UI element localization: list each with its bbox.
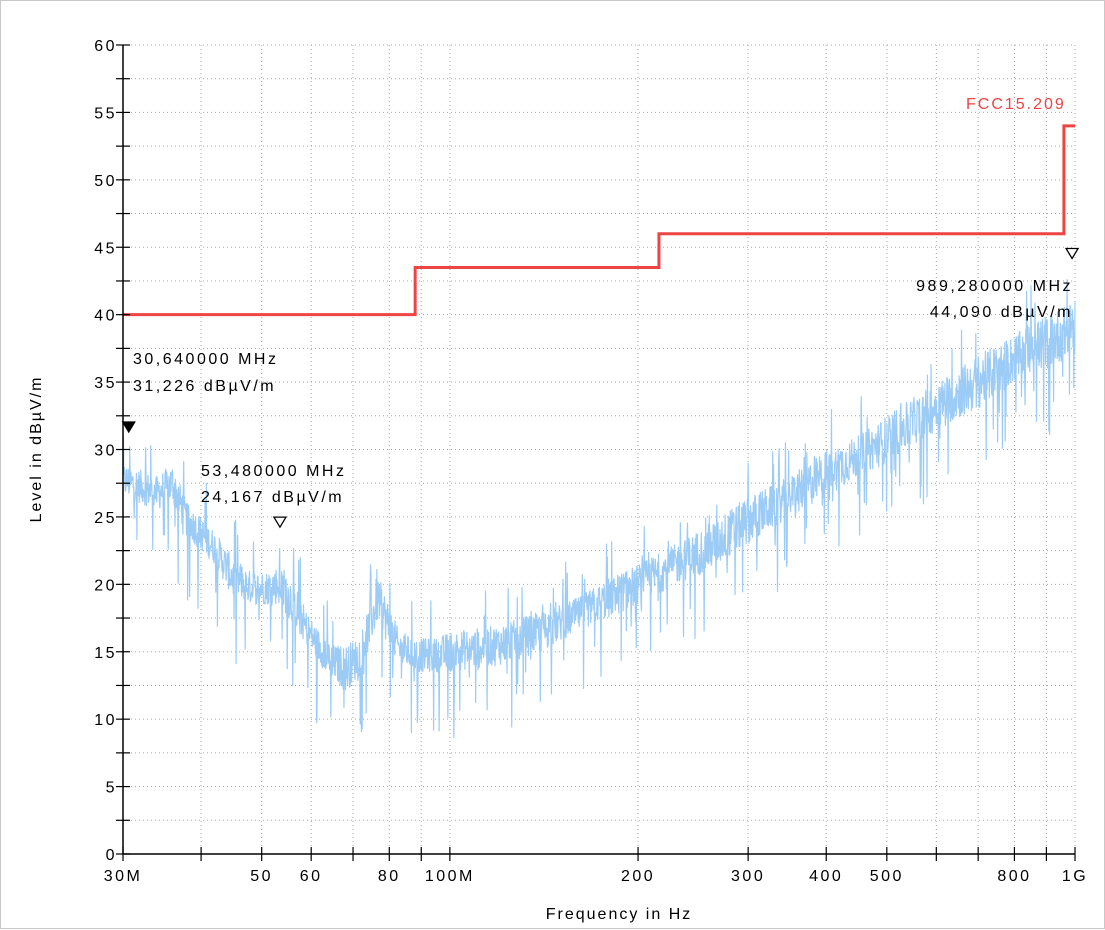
marker-frequency-label: 53,480000 MHz [201, 463, 346, 480]
limit-line: FCC15.209 [123, 96, 1075, 317]
marker: 53,480000 MHz 24,167 dBµV/m [201, 463, 346, 529]
grid [122, 44, 1076, 854]
y-tick-label: 10 [94, 712, 117, 729]
x-tick-label: 30M [104, 868, 143, 885]
y-tick-label: 55 [94, 105, 117, 122]
marker-level-label: 44,090 dBµV/m [930, 304, 1073, 321]
marker: 30,640000 MHz 31,226 dBµV/m [121, 351, 278, 434]
marker-triangle-icon [121, 421, 136, 434]
axes: 0 5 10 15 20 25 30 35 40 45 50 55 60 30M 50 60 80 100M 200… [94, 38, 1088, 885]
y-tick-label: 50 [94, 173, 117, 190]
y-tick-label: 25 [94, 510, 117, 527]
measurement-line [122, 279, 1076, 739]
x-tick-label: 50 [250, 868, 273, 885]
x-tick-label: 100M [425, 868, 475, 885]
markers: 30,640000 MHz 31,226 dBµV/m 53,480000 MHz 2… [121, 247, 1080, 529]
y-tick-label: 5 [106, 780, 117, 797]
marker-level-label: 31,226 dBµV/m [133, 378, 276, 395]
x-tick-label: 500 [870, 868, 904, 885]
y-tick-label: 45 [94, 240, 117, 257]
measurement-trace [122, 279, 1076, 739]
x-tick-label: 300 [731, 868, 765, 885]
limit-line-label: FCC15.209 [966, 96, 1066, 113]
x-tick-label: 60 [300, 868, 323, 885]
x-tick-label: 80 [378, 868, 401, 885]
marker-frequency-label: 30,640000 MHz [133, 351, 278, 368]
x-axis-title: Frequency in Hz [546, 906, 693, 923]
y-tick-label: 40 [94, 308, 117, 325]
y-tick-label: 30 [94, 443, 117, 460]
limit-line-path [123, 124, 1075, 317]
x-tick-label: 400 [809, 868, 843, 885]
y-tick-label: 0 [106, 847, 117, 864]
y-tick-label: 35 [94, 375, 117, 392]
marker-triangle-icon [1064, 247, 1080, 260]
x-tick-label: 1G [1062, 868, 1088, 885]
y-tick-label: 15 [94, 645, 117, 662]
marker-triangle-icon [272, 516, 288, 529]
y-tick-label: 20 [94, 577, 117, 594]
marker-frequency-label: 989,280000 MHz [916, 278, 1073, 295]
marker: 989,280000 MHz 44,090 dBµV/m [916, 247, 1080, 321]
y-axis-title: Level in dBµV/m [28, 376, 45, 523]
y-tick-label: 60 [94, 38, 117, 55]
marker-level-label: 24,167 dBµV/m [201, 489, 344, 506]
x-tick-label: 200 [621, 868, 655, 885]
x-tick-label: 800 [997, 868, 1031, 885]
